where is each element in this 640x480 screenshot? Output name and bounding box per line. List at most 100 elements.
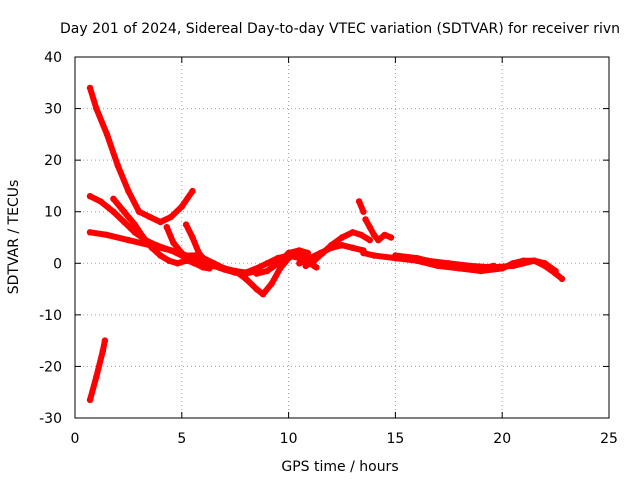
data-point <box>268 280 275 288</box>
data-point <box>296 260 303 267</box>
data-point <box>93 105 100 112</box>
data-point <box>86 84 94 92</box>
data-point <box>110 195 117 202</box>
axis-ticks <box>74 56 610 419</box>
data-point <box>97 198 104 205</box>
data-point <box>110 208 117 215</box>
data-point <box>86 396 94 404</box>
data-point <box>103 231 111 239</box>
data-point <box>259 291 267 298</box>
data-point <box>99 347 107 355</box>
data-point <box>467 262 474 270</box>
data-point <box>360 249 367 257</box>
series-arc-2-points <box>86 84 196 226</box>
data-point <box>424 257 431 264</box>
data-point <box>167 247 175 254</box>
data-point <box>253 265 260 272</box>
data-point <box>146 242 153 249</box>
x-tick-label: 15 <box>386 431 404 447</box>
data-point <box>355 198 363 205</box>
y-tick-label: 30 <box>44 102 62 118</box>
data-point <box>264 260 271 267</box>
x-tick-label: 20 <box>493 431 511 447</box>
x-tick-label: 5 <box>177 431 186 447</box>
data-point <box>131 221 138 228</box>
data-point <box>274 260 282 267</box>
series-arc-17-points <box>424 257 559 275</box>
y-tick-label: -30 <box>39 411 62 427</box>
series-arc-1-points <box>86 337 109 404</box>
data-point <box>296 247 303 254</box>
data-point <box>189 234 196 241</box>
data-point <box>86 193 94 200</box>
data-point <box>140 234 147 241</box>
series-arc-7 <box>183 221 211 267</box>
data-point <box>195 249 203 257</box>
data-point <box>191 260 198 267</box>
data-point <box>189 187 196 195</box>
data-point <box>206 265 213 272</box>
data-point <box>317 249 324 257</box>
data-point <box>221 265 228 272</box>
data-point <box>370 252 378 259</box>
data-point <box>101 337 109 344</box>
data-point <box>338 234 346 241</box>
data-point <box>509 262 517 270</box>
data-point <box>362 216 369 223</box>
data-point <box>163 224 170 231</box>
data-point <box>264 267 271 275</box>
data-point <box>558 275 566 282</box>
x-axis-label: GPS time / hours <box>281 459 398 475</box>
x-tick-label: 0 <box>71 431 80 447</box>
data-point <box>120 218 128 226</box>
data-point <box>349 229 356 236</box>
data-point <box>146 213 153 221</box>
data-point <box>313 264 320 271</box>
data-point <box>445 260 452 267</box>
data-point <box>375 236 382 244</box>
data-point <box>125 187 132 195</box>
series-arc-4 <box>110 195 198 267</box>
data-point <box>242 269 250 276</box>
data-point <box>253 270 260 277</box>
data-point <box>360 208 367 215</box>
data-point <box>165 257 173 264</box>
data-point <box>381 231 388 239</box>
data-point <box>306 254 314 262</box>
data-point <box>366 236 373 244</box>
y-tick-label: 20 <box>44 153 62 169</box>
data-point <box>174 260 181 267</box>
data-point <box>328 244 335 251</box>
y-axis-label: SDTVAR / TECUs <box>6 180 22 295</box>
data-point <box>93 373 100 380</box>
data-point <box>338 242 346 249</box>
data-point <box>210 260 217 267</box>
data-point <box>304 249 311 257</box>
data-point <box>178 249 185 257</box>
data-point <box>167 213 175 221</box>
data-point <box>103 131 111 138</box>
data-point <box>120 208 128 215</box>
data-point <box>125 236 132 244</box>
data-point <box>349 244 356 251</box>
data-point <box>531 257 538 264</box>
data-point <box>242 275 250 282</box>
series-arc-8 <box>232 250 318 298</box>
data-point <box>276 265 284 272</box>
data-point <box>370 231 378 239</box>
series-arc-12-points <box>296 242 367 267</box>
y-tick-label: 10 <box>44 205 62 221</box>
data-point <box>200 264 207 271</box>
series-arc-10-points <box>253 247 311 277</box>
data-point <box>182 221 190 228</box>
plot-frame <box>74 56 610 419</box>
data-point <box>366 224 373 231</box>
data-point <box>157 252 164 259</box>
data-point <box>185 257 192 264</box>
data-point <box>413 254 420 262</box>
data-point <box>170 239 177 246</box>
series-arc-13-points <box>355 198 367 215</box>
data-point <box>552 267 559 275</box>
series-arc-14-points <box>362 216 395 244</box>
